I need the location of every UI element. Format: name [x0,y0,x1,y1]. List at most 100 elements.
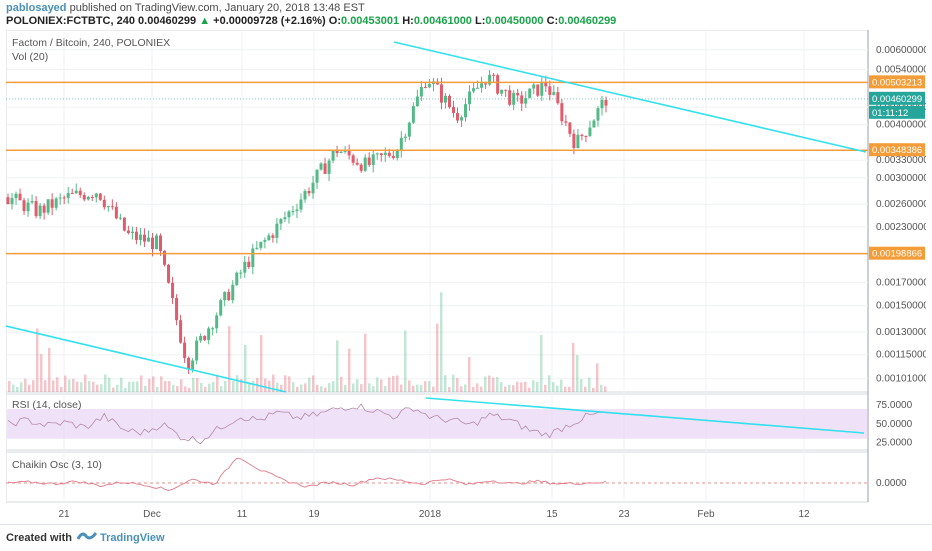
y-tick-label: 0.00150000 [876,301,926,312]
volume-bar [328,383,331,392]
candle-body [564,121,568,123]
candle-body [460,117,464,121]
price-label-box [869,246,925,260]
candle-body [283,217,287,220]
rsi-tick-label: 50.0000 [876,419,913,430]
volume-bar [268,380,271,392]
candle-body [18,193,22,201]
tradingview-link[interactable]: TradingView [100,532,165,544]
volume-bar [348,348,351,392]
candle-body [335,150,339,154]
volume-bar [212,381,215,392]
volume-bar [332,381,335,392]
volume-bar [152,376,155,392]
candle-body [395,150,399,158]
volume-bar [308,377,311,392]
candle-body [102,199,106,208]
volume-bar [476,383,479,392]
candle-body [94,193,98,198]
volume-bar [24,378,27,392]
candle-body [472,88,476,92]
chart-svg[interactable]: 21 Dec 11 19 2018 15 23 Feb 12 0.00600000 0.005400… [5,29,929,524]
price-label-text: 0.00503213 [872,77,922,88]
volume-bar [80,382,83,392]
candle-body [399,137,403,151]
rsi-title: RSI (14, close) [12,399,81,411]
y-tick-label: 0.00130000 [876,327,926,338]
volume-bar [324,387,327,392]
price-label-text: 0.00460299 [872,94,922,105]
candle-body [580,134,584,136]
volume-bar [88,381,91,392]
volume-bar [284,375,287,392]
candle-body [323,163,327,174]
rsi-band [7,408,867,439]
candle-body [592,120,596,128]
volume-bar [44,380,47,392]
x-tick-label: Feb [697,509,715,520]
candle-body [419,86,423,97]
candle-body [415,96,419,107]
volume-bar [272,374,275,392]
candle-body [195,340,199,361]
candle-body [351,155,355,163]
volume-bar [456,378,459,392]
volume-bar [532,380,535,392]
y-tick-label: 0.00115000 [876,350,926,361]
candle-body [504,89,508,91]
candle-body [331,150,335,161]
candle-body [572,133,576,148]
volume-bar [104,374,107,392]
volume-bar [556,385,559,392]
candle-body [26,202,30,212]
volume-bar [352,383,355,392]
candle-body [187,357,191,370]
chart-header: pablosayed published on TradingView.com,… [0,0,932,30]
volume-bar [344,385,347,392]
candle-body [54,198,58,208]
volume-bar [576,355,579,392]
publish-line: pablosayed published on TradingView.com,… [6,2,365,14]
volume-bar [336,340,339,392]
volume-bar [76,381,79,392]
author-link[interactable]: pablosayed [6,2,67,14]
volume-bar [316,384,319,392]
price-label-box [869,105,925,119]
low-label: L: [475,15,486,27]
tradingview-logo-icon[interactable] [77,530,97,544]
candle-body [130,231,134,234]
volume-bar [84,374,87,392]
volume-bar [20,382,23,392]
volume-bar [444,375,447,392]
rsi-tick-label: 75.0000 [876,400,913,411]
volume-bar [480,386,483,392]
candle-body [275,223,279,238]
chart-area[interactable]: 21 Dec 11 19 2018 15 23 Feb 12 0.00600000 0.005400… [5,29,929,524]
volume-bar [164,381,167,392]
candle-body [42,205,46,213]
volume-bar [56,377,59,392]
volume-bar [492,377,495,392]
candle-body [255,247,259,249]
volume-bar [252,380,255,392]
candle-body [387,152,391,156]
candle-body [443,95,447,103]
candle-body [22,200,26,212]
volume-bar [560,379,563,392]
volume-bar [96,384,99,392]
candle-body [219,300,223,316]
candle-body [142,234,146,242]
candle-body [359,164,363,171]
symbol-label: POLONIEX:FCTBTC, 240 [6,15,135,27]
candle-body [363,157,367,171]
volume-bar [552,382,555,392]
volume-bar [584,386,587,392]
y-tick-label: 0.00300000 [876,173,926,184]
volume-bar [356,379,359,392]
chaikin-title: Chaikin Osc (3, 10) [12,459,102,471]
volume-bar [568,386,571,392]
volume-bar [380,379,383,392]
volume-bar [116,384,119,392]
volume-bar [412,385,415,392]
candle-body [235,272,239,285]
